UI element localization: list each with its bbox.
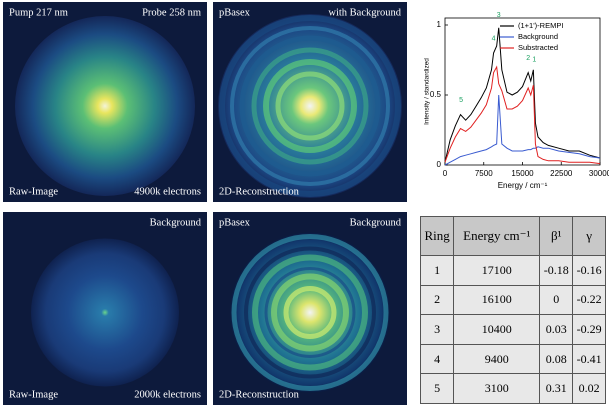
table-cell: 3100	[454, 374, 540, 404]
image-panel: Pump 217 nm Probe 258 nm Raw-Image 4900k el…	[3, 2, 207, 202]
table-cell: 0.02	[573, 374, 606, 404]
table-cell: 0.03	[540, 315, 573, 345]
legend-label: Background	[518, 32, 558, 41]
intensity-disc	[15, 16, 195, 196]
table-cell: -0.41	[573, 344, 606, 374]
panel-label: with Background	[328, 7, 401, 18]
peak-label: 5	[459, 97, 463, 104]
image-panel: pBasex Background 2D-Reconstruction	[213, 212, 407, 405]
image-panel: Background Raw-Image 2000k electrons	[3, 212, 207, 405]
table-cell: -0.18	[540, 256, 573, 286]
spectrum-chart: 0 7500 15000 22500 30000 0 0.5 1 Energy / cm⁻¹ In…	[424, 12, 609, 190]
table-cell: 0.31	[540, 374, 573, 404]
x-tick-label: 15000	[511, 169, 534, 178]
legend-label: (1+1')-REMPI	[518, 21, 563, 30]
x-tick-label: 0	[443, 169, 448, 178]
x-tick-label: 7500	[475, 169, 493, 178]
panel-label: Background	[350, 217, 402, 228]
panel-label: 4900k electrons	[134, 186, 201, 197]
y-tick-label: 0	[437, 160, 442, 169]
header-cell: Ring	[421, 217, 454, 256]
peak-label: 3	[497, 12, 501, 19]
panel-label: Pump 217 nm	[9, 7, 68, 18]
table-cell: -0.29	[573, 315, 606, 345]
panel-label: 2D-Reconstruction	[219, 389, 300, 400]
y-axis-label: Intensity / standardized	[424, 58, 431, 125]
image-panel: pBasex with Background 2D-Reconstruction	[213, 2, 407, 202]
table-cell: 4	[421, 344, 454, 374]
table-cell: 10400	[454, 315, 540, 345]
header-cell: β¹	[540, 217, 573, 256]
panel-label: pBasex	[219, 217, 251, 228]
table-cell: 1	[421, 256, 454, 286]
table-cell: 17100	[454, 256, 540, 286]
peak-label: 1	[532, 57, 536, 64]
y-tick-label: 0.5	[430, 90, 442, 99]
table-cell: 0	[540, 285, 573, 315]
intensity-disc	[218, 14, 402, 198]
table-cell: 16100	[454, 285, 540, 315]
table-cell: 0.08	[540, 344, 573, 374]
table-cell: 5	[421, 374, 454, 404]
peak-label: 2	[526, 55, 530, 62]
peak-label: 4	[492, 36, 496, 43]
panel-label: pBasex	[219, 7, 251, 18]
x-axis-label: Energy / cm⁻¹	[498, 181, 548, 190]
panel-label: 2000k electrons	[134, 389, 201, 400]
table-cell: 2	[421, 285, 454, 315]
x-tick-label: 30000	[589, 169, 609, 178]
table-cell: -0.16	[573, 256, 606, 286]
x-tick-label: 22500	[550, 169, 573, 178]
intensity-disc	[31, 239, 179, 387]
series-line	[445, 95, 600, 165]
legend-label: Substracted	[518, 43, 558, 52]
figure: Pump 217 nm Probe 258 nm Raw-Image 4900k el…	[0, 0, 609, 407]
panel-label: Probe 258 nm	[142, 7, 201, 18]
series-line	[445, 67, 600, 164]
y-tick-label: 1	[437, 20, 442, 29]
header-cell: Energy cm⁻¹	[454, 217, 540, 256]
panel-label: Background	[150, 217, 202, 228]
table-cell: 9400	[454, 344, 540, 374]
table-cell: -0.22	[573, 285, 606, 315]
panel-label: Raw-Image	[9, 389, 58, 400]
header-cell: γ	[573, 217, 606, 256]
panel-label: 2D-Reconstruction	[219, 186, 300, 197]
table-cell: 3	[421, 315, 454, 345]
panel-label: Raw-Image	[9, 186, 58, 197]
